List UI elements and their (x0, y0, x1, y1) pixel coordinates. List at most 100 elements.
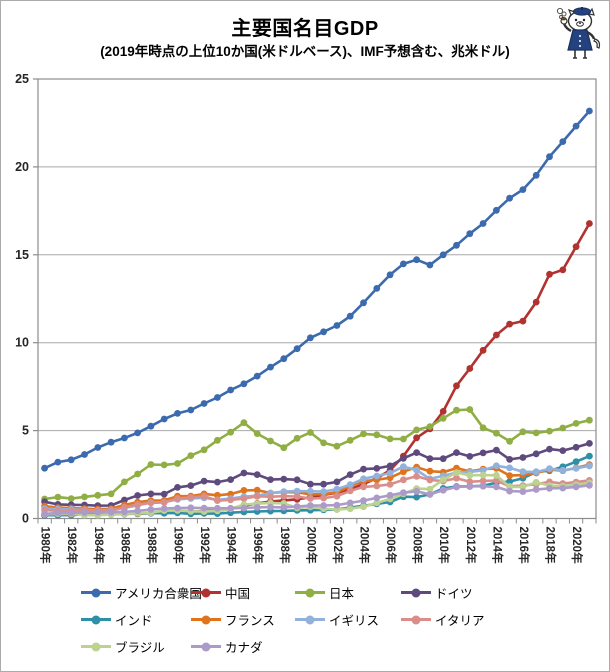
legend-item-canada: カナダ (191, 637, 295, 656)
legend-marker-dot (201, 615, 211, 624)
x-tick-label: 2020年 (570, 527, 584, 565)
data-point-usa (147, 422, 155, 430)
data-point-japan (121, 478, 128, 486)
data-point-germany (532, 450, 540, 458)
data-point-japan (214, 436, 221, 444)
data-point-italy (479, 477, 487, 485)
chart-legend: アメリカ合衆国 中国 日本 ドイツ インド フランス イギリス イタリア ブラジル カナダ (81, 583, 485, 656)
data-point-usa (333, 322, 341, 329)
data-point-germany (519, 454, 527, 461)
data-point-italy (360, 483, 367, 491)
data-point-germany (121, 496, 128, 504)
data-point-uk (333, 485, 341, 493)
data-point-canada (67, 509, 75, 517)
data-point-usa (160, 415, 168, 423)
data-point-japan (67, 495, 75, 502)
data-point-india (572, 458, 580, 466)
data-point-uk (360, 475, 367, 483)
x-tick-label: 1980年 (39, 527, 53, 565)
legend-marker-dot (91, 642, 101, 651)
data-point-uk (586, 462, 593, 470)
x-tick-label: 2000年 (304, 527, 318, 565)
data-point-uk (519, 468, 527, 476)
legend-marker-dot (305, 615, 315, 624)
data-point-italy (413, 472, 420, 480)
data-point-japan (519, 428, 527, 436)
data-point-japan (426, 423, 434, 430)
data-point-japan (200, 446, 208, 454)
x-axis-labels: 1980年 1982年 1984年 1986年 1988年 1990年 1992年 1994年… (39, 527, 584, 565)
data-point-brazil (346, 505, 354, 513)
data-point-usa (253, 372, 261, 380)
data-point-germany (253, 471, 261, 478)
data-point-japan (174, 460, 181, 467)
data-point-usa (519, 186, 527, 194)
data-point-canada (253, 504, 261, 511)
data-point-italy (386, 481, 394, 488)
data-point-usa (227, 386, 235, 394)
data-point-italy (134, 501, 142, 508)
data-point-canada (400, 489, 407, 497)
data-point-japan (586, 416, 593, 424)
legend-label-canada: カナダ (225, 641, 263, 655)
data-point-germany (293, 476, 301, 484)
data-point-germany (493, 446, 500, 454)
data-point-brazil (426, 485, 434, 493)
data-point-usa (134, 429, 142, 437)
data-point-usa (493, 206, 500, 214)
legend-marker-germany (401, 588, 431, 597)
data-point-usa (466, 230, 474, 238)
data-point-italy (426, 476, 434, 484)
data-point-italy (453, 474, 460, 482)
data-point-canada (572, 483, 580, 491)
data-point-italy (280, 492, 288, 500)
data-point-usa (413, 256, 420, 264)
data-point-uk (532, 468, 540, 476)
legend-item-japan: 日本 (295, 583, 401, 602)
data-point-germany (453, 449, 460, 456)
data-point-germany (174, 484, 181, 491)
legend-label-brazil: ブラジル (115, 641, 165, 655)
x-tick-label: 1992年 (198, 527, 212, 565)
data-point-canada (240, 504, 248, 512)
data-point-japan (54, 493, 62, 501)
x-tick-label: 1990年 (172, 527, 186, 565)
data-point-france (506, 472, 513, 479)
data-point-france (253, 486, 261, 494)
data-point-japan (506, 437, 513, 445)
legend-marker-dot (411, 588, 421, 597)
data-point-canada (466, 483, 474, 490)
data-point-germany (333, 478, 341, 486)
data-point-italy (373, 482, 381, 490)
data-point-japan (107, 490, 115, 498)
x-tick-label: 1988年 (145, 527, 159, 565)
y-axis: 0 5 10 15 20 25 (15, 72, 38, 526)
legend-marker-usa (81, 588, 111, 597)
x-tick-label: 2002年 (331, 527, 345, 565)
data-point-uk (307, 487, 314, 495)
data-point-japan (386, 435, 394, 443)
data-point-italy (320, 494, 327, 502)
data-point-italy (240, 495, 248, 502)
data-point-italy (160, 498, 168, 506)
data-point-brazil (493, 471, 500, 479)
data-point-usa (121, 434, 128, 442)
data-point-canada (94, 508, 102, 516)
data-point-germany (546, 445, 553, 453)
data-point-india (413, 493, 420, 501)
data-point-japan (453, 406, 460, 414)
legend-marker-dot (201, 588, 211, 597)
legend-item-france: フランス (191, 610, 295, 629)
data-point-usa (41, 464, 48, 472)
data-point-japan (400, 435, 407, 443)
legend-item-germany: ドイツ (401, 583, 485, 602)
data-point-canada (293, 503, 301, 510)
data-point-japan (559, 424, 567, 432)
data-point-canada (373, 494, 381, 502)
data-point-germany (214, 478, 221, 486)
data-point-japan (267, 437, 274, 445)
data-point-italy (187, 494, 195, 501)
series-usa (41, 107, 593, 472)
data-point-usa (54, 458, 62, 466)
